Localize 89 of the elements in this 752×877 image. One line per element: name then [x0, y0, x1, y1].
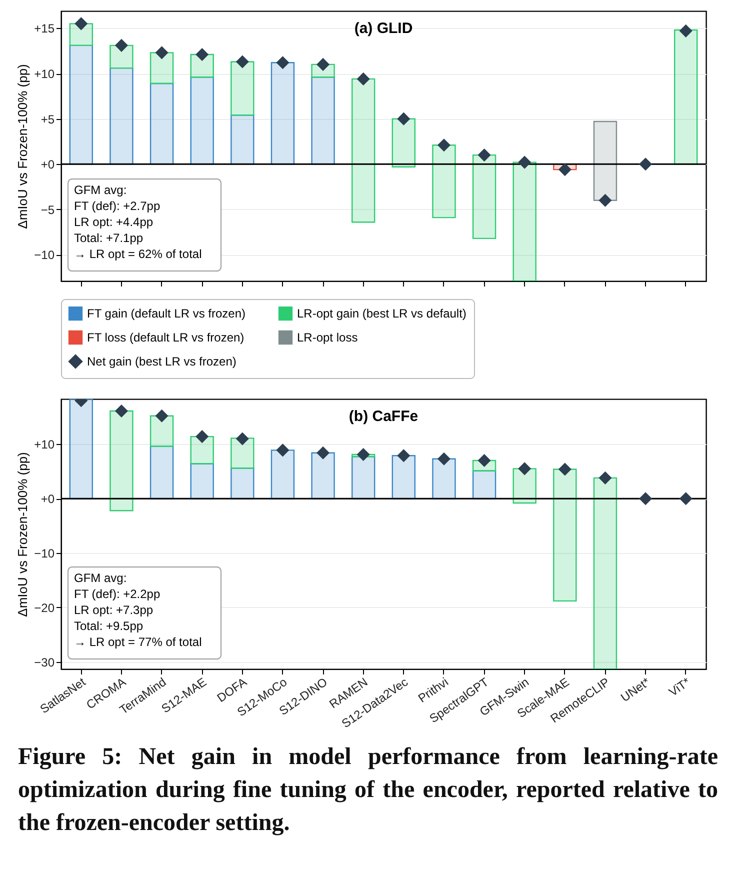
bar — [553, 468, 577, 602]
bar — [190, 436, 214, 464]
point — [356, 448, 370, 462]
point — [598, 471, 612, 484]
point — [276, 56, 290, 70]
point — [196, 430, 209, 444]
bar — [230, 468, 254, 500]
bar — [150, 52, 174, 84]
y-tick-label: −20 — [34, 600, 55, 615]
y-tick-label: +10 — [34, 67, 55, 82]
x-tick-label: ViT* — [666, 674, 693, 700]
point — [598, 194, 612, 207]
point — [316, 446, 330, 460]
bar — [311, 76, 335, 165]
bar — [674, 29, 698, 165]
bar — [432, 144, 456, 218]
point — [397, 112, 410, 126]
bar — [593, 120, 618, 201]
point — [518, 462, 532, 476]
point — [478, 148, 491, 162]
bar — [472, 470, 496, 500]
bar — [190, 76, 214, 165]
y-tick-label: −10 — [34, 248, 55, 262]
bar — [69, 23, 94, 46]
bar — [351, 78, 376, 223]
point — [558, 163, 572, 176]
bar — [110, 44, 134, 69]
bar — [230, 61, 254, 116]
legend-label: Net gain (best LR vs frozen) — [87, 354, 236, 368]
legend-label: FT gain (default LR vs frozen) — [87, 306, 246, 321]
point — [679, 24, 692, 38]
point — [196, 48, 209, 62]
point — [478, 454, 491, 468]
point — [236, 55, 249, 68]
y-tick-label: +0 — [40, 492, 55, 506]
bar — [190, 54, 214, 78]
bar — [392, 118, 416, 168]
bar — [392, 455, 416, 500]
point — [437, 452, 450, 466]
bar — [150, 415, 174, 447]
legend-label: LR-opt loss — [297, 330, 358, 344]
annotation: GFM avg: FT (def): +2.2pp LR opt: +7.3pp Total: +9.5pp → LR opt = 77% of total — [74, 571, 202, 649]
y-axis-title: ΔmIoU vs Frozen-100% (pp) — [15, 64, 30, 229]
point — [639, 492, 652, 506]
point — [114, 38, 128, 52]
y-tick-label: +0 — [40, 158, 55, 172]
point — [155, 409, 168, 422]
point — [74, 17, 88, 30]
bar — [593, 477, 618, 669]
legend-label: FT loss (default LR vs frozen) — [87, 330, 244, 344]
point — [639, 158, 652, 171]
point — [114, 404, 128, 418]
bar — [150, 82, 174, 165]
point — [558, 462, 572, 476]
bar — [351, 456, 376, 500]
bar — [432, 458, 456, 500]
text: (a) GLID — [354, 20, 413, 37]
bar — [311, 452, 335, 500]
point — [437, 138, 450, 152]
point — [679, 492, 692, 506]
bar — [69, 44, 94, 165]
bar — [512, 162, 536, 281]
point — [155, 46, 168, 60]
legend-label: LR-opt gain (best LR vs default) — [297, 306, 466, 321]
y-tick-label: +15 — [34, 22, 55, 36]
bar — [230, 438, 254, 469]
y-tick-label: −10 — [34, 546, 55, 561]
point — [397, 449, 410, 462]
annotation: GFM avg: FT (def): +2.7pp LR opt: +4.4pp Total: +7.1pp → LR opt = 62% of total — [74, 183, 202, 261]
y-tick-label: +5 — [40, 112, 55, 126]
bar — [472, 154, 496, 240]
bar — [110, 410, 134, 512]
y-tick-label: +10 — [34, 438, 55, 452]
bar — [69, 399, 94, 500]
text: (b) CaFFe — [348, 408, 418, 425]
bar — [270, 450, 295, 500]
point — [276, 444, 290, 457]
point — [356, 72, 370, 86]
bar — [190, 463, 214, 500]
y-tick-label: −30 — [34, 655, 55, 670]
bar — [230, 114, 254, 165]
bar — [110, 67, 134, 165]
y-axis-title: ΔmIoU vs Frozen-100% (pp) — [15, 452, 30, 617]
point — [518, 156, 532, 169]
bar — [270, 62, 295, 165]
caption: Figure 5: Net gain in model performance from learning-rate optimization during fine tuning of the encoder, reported relative to the frozen-encoder setting. — [18, 743, 718, 838]
point — [236, 432, 249, 446]
bar — [150, 446, 174, 500]
y-tick-label: −5 — [40, 202, 55, 217]
